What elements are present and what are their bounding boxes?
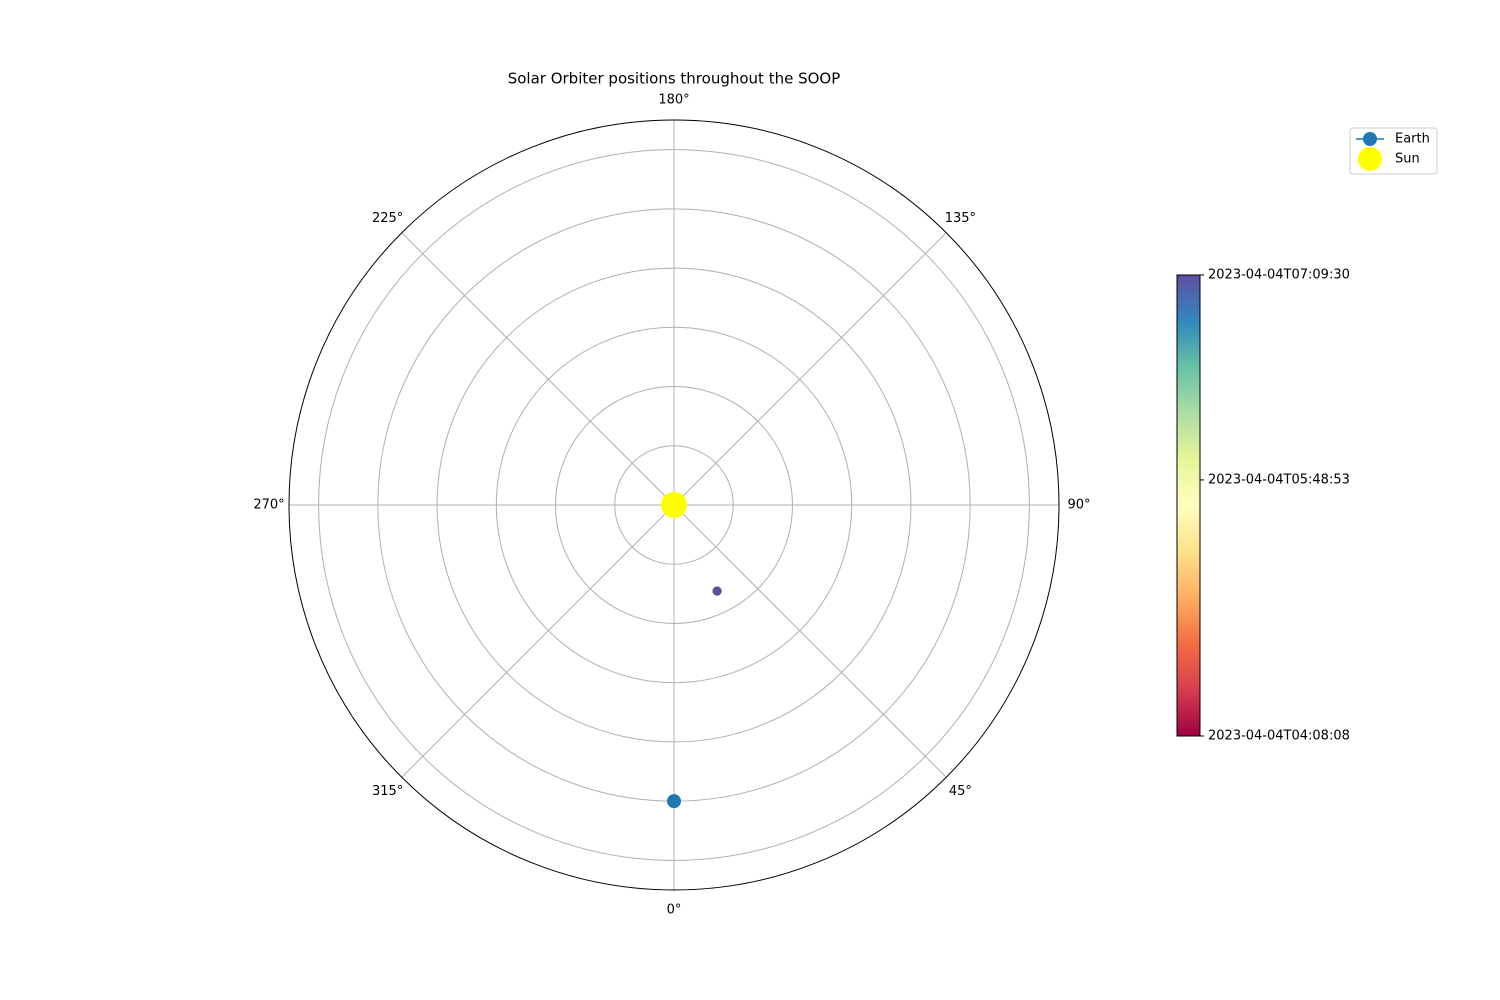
body-point xyxy=(667,794,681,809)
colorbar-tick-label: 2023-04-04T05:48:53 xyxy=(1208,472,1350,487)
theta-tick-label: 270° xyxy=(253,498,284,513)
theta-tick-label: 90° xyxy=(1067,498,1090,513)
theta-tick-label: 315° xyxy=(372,784,403,799)
theta-tick-label: 0° xyxy=(667,903,682,918)
grid-spoke xyxy=(401,232,675,506)
grid-spoke xyxy=(673,504,947,778)
legend-marker xyxy=(1358,147,1382,171)
grid-spoke xyxy=(673,232,947,506)
theta-tick-label: 45° xyxy=(949,784,972,799)
theta-tick-label: 225° xyxy=(372,211,403,226)
body-point xyxy=(661,492,687,518)
colorbar xyxy=(1176,274,1201,737)
orbiter-point xyxy=(712,586,722,596)
polar-frame xyxy=(288,119,1060,891)
colorbar-tick-label: 2023-04-04T04:08:08 xyxy=(1208,729,1350,744)
colorbar-tick-label: 2023-04-04T07:09:30 xyxy=(1208,268,1350,283)
legend-label: Sun xyxy=(1395,152,1420,167)
chart-title: Solar Orbiter positions throughout the S… xyxy=(508,70,841,88)
legend-label: Earth xyxy=(1395,132,1430,147)
theta-tick-label: 135° xyxy=(945,211,976,226)
theta-tick-label: 180° xyxy=(658,93,689,108)
legend-marker xyxy=(1363,132,1377,146)
grid-spoke xyxy=(401,504,675,778)
